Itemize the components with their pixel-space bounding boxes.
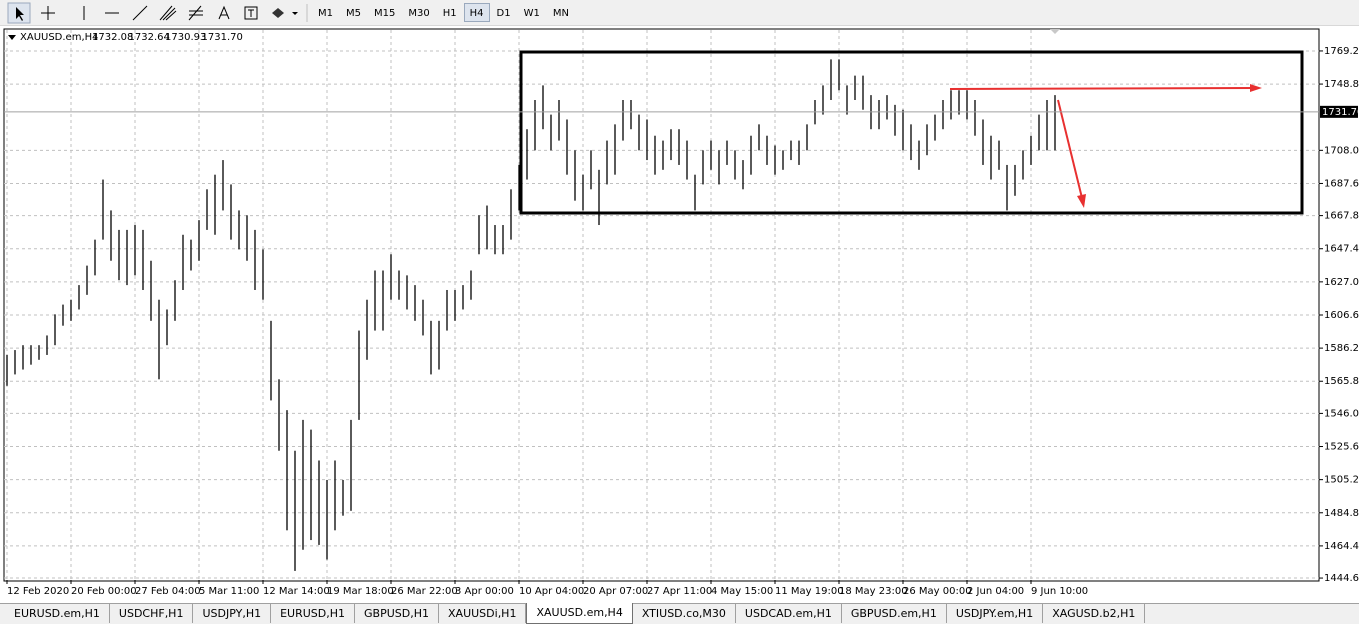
toolbar-icons [7, 2, 308, 24]
x-tick-label: 2 Jun 04:00 [967, 586, 1024, 597]
label-icon[interactable] [244, 6, 258, 20]
timeframe-button[interactable]: M15 [374, 8, 396, 19]
chart-tab[interactable]: EURUSD.em,H1 [5, 604, 110, 623]
x-tick-label: 4 May 15:00 [711, 586, 773, 597]
y-tick-label: 1748.80 [1324, 79, 1359, 90]
x-tick-label: 20 Apr 07:00 [583, 586, 648, 597]
toolbar: M1 M5 M15 M30 H1 H4 D1 W1 MN [0, 0, 1359, 26]
arrows-icon[interactable] [272, 8, 284, 18]
y-tick-label: 1769.20 [1324, 46, 1359, 57]
chart-tab[interactable]: USDCHF,H1 [110, 604, 194, 623]
y-tick-label: 1708.00 [1324, 145, 1359, 156]
arrow-right-head [1250, 84, 1262, 92]
symbol-label: XAUUSD.em,H4 [20, 32, 99, 43]
chart-tab[interactable]: USDJPY.em,H1 [947, 604, 1044, 623]
x-tick-label: 12 Feb 2020 [7, 586, 69, 597]
x-tick-label: 3 Apr 00:00 [455, 586, 514, 597]
shift-marker [1050, 29, 1060, 34]
chart-tab[interactable]: XAGUSD.b2,H1 [1043, 604, 1146, 623]
timeframe-bar: M1 M5 M15 M30 H1 H4 D1 W1 MN [312, 3, 576, 22]
symbol-menu-icon[interactable] [8, 35, 16, 40]
y-tick-label: 1687.60 [1324, 178, 1359, 189]
timeframe-button[interactable]: H4 [463, 3, 490, 22]
quote-value: 1730.93 [165, 32, 206, 43]
arrows-dropdown[interactable] [292, 12, 298, 15]
channel-icon[interactable] [159, 5, 177, 21]
x-tick-label: 9 Jun 10:00 [1031, 586, 1088, 597]
y-tick-label: 1525.60 [1324, 442, 1359, 453]
timeframe-button[interactable]: H1 [442, 8, 457, 19]
y-tick-label: 1627.00 [1324, 277, 1359, 288]
timeframe-button[interactable]: W1 [523, 8, 540, 19]
cursor-icon [16, 7, 24, 21]
x-tick-label: 27 Apr 11:00 [647, 586, 712, 597]
y-tick-label: 1667.80 [1324, 211, 1359, 222]
bars [6, 59, 1056, 571]
trendline-icon[interactable] [132, 5, 148, 21]
x-tick-label: 19 Mar 18:00 [327, 586, 394, 597]
label-icon-t [248, 9, 254, 17]
x-tick-label: 27 Feb 04:00 [135, 586, 201, 597]
chart-tabs: EURUSD.em,H1 USDCHF,H1 USDJPY,H1 EURUSD,H1 G… [0, 603, 1359, 624]
chart-tab[interactable]: GBPUSD.em,H1 [842, 604, 947, 623]
chart-tab[interactable]: XTIUSD.co,M30 [633, 604, 736, 623]
chart-tab[interactable]: GBPUSD,H1 [355, 604, 440, 623]
x-tick-label: 26 May 00:00 [903, 586, 972, 597]
arrow-down-head [1077, 194, 1086, 208]
y-tick-label: 1565.80 [1324, 376, 1359, 387]
quote-value: 1732.08 [92, 32, 133, 43]
y-tick-label: 1546.00 [1324, 408, 1359, 419]
timeframe-button[interactable]: M5 [346, 8, 361, 19]
y-tick-label: 1586.20 [1324, 343, 1359, 354]
chart-tab[interactable]: EURUSD,H1 [271, 604, 356, 623]
current-price-label: 1731.70 [1322, 107, 1359, 118]
arrow-right [949, 87, 1255, 90]
y-tick-label: 1464.40 [1324, 541, 1359, 552]
plot-frame [3, 28, 1320, 582]
chart-tab[interactable]: USDJPY,H1 [193, 604, 272, 623]
y-tick-label: 1484.80 [1324, 508, 1359, 519]
y-tick-label: 1444.60 [1324, 573, 1359, 584]
quote-value: 1732.64 [129, 32, 170, 43]
x-tick-label: 11 May 19:00 [775, 586, 844, 597]
timeframe-button[interactable]: MN [552, 8, 569, 19]
x-tick-label: 26 Mar 22:00 [391, 586, 458, 597]
x-tick-label: 12 Mar 14:00 [263, 586, 330, 597]
arrow-down [1057, 99, 1083, 199]
x-tick-label: 18 May 23:00 [839, 586, 908, 597]
crosshair-icon[interactable] [41, 6, 55, 20]
y-tick-label: 1505.20 [1324, 475, 1359, 486]
chart-tab[interactable]: XAUUSDi,H1 [439, 604, 527, 623]
y-tick-label: 1606.60 [1324, 310, 1359, 321]
chart-tab[interactable]: USDCAD.em,H1 [736, 604, 842, 623]
fibo-icon[interactable] [188, 5, 203, 21]
x-tick-label: 5 Mar 11:00 [199, 586, 259, 597]
timeframe-button[interactable]: M30 [408, 8, 430, 19]
timeframe-button[interactable]: M1 [318, 8, 333, 19]
chart-tab[interactable]: XAUUSD.em,H4 [526, 603, 633, 624]
timeframe-button[interactable]: D1 [496, 8, 511, 19]
current-price-box [1320, 105, 1358, 118]
text-icon[interactable] [218, 5, 230, 20]
x-tick-label: 20 Feb 00:00 [71, 586, 137, 597]
x-tick-label: 10 Apr 04:00 [519, 586, 584, 597]
range-box [519, 50, 1304, 215]
y-tick-label: 1647.40 [1324, 244, 1359, 255]
quote-value: 1731.70 [202, 32, 243, 43]
